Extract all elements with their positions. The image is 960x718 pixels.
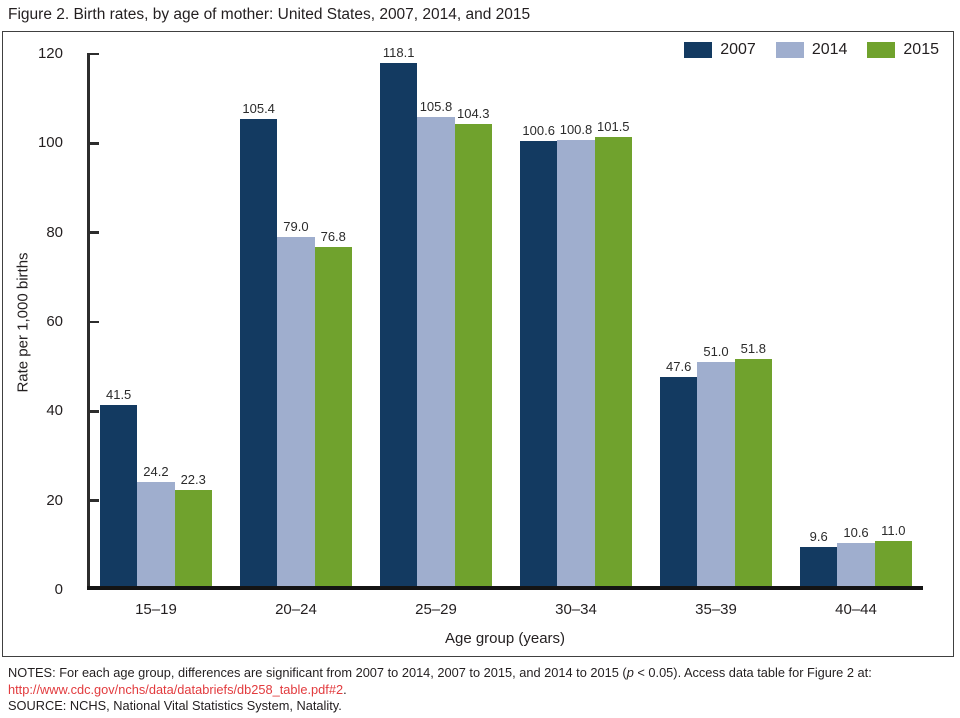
bars-row: 41.5 24.2 22.3 15–19 105.4 79.0 76.8 20–24 118.1…	[87, 45, 923, 618]
source-line: SOURCE: NCHS, National Vital Statistics …	[8, 698, 342, 713]
legend-swatch-2014	[775, 42, 804, 58]
bar-2007: 118.1	[380, 45, 418, 590]
bar-value-label: 51.0	[703, 344, 729, 360]
bar-value-label: 11.0	[881, 522, 906, 538]
bar-value-label: 76.8	[320, 228, 346, 244]
legend-swatch-2015	[867, 42, 896, 58]
y-tick-label: 20	[46, 491, 63, 509]
legend-item-2014: 2014	[775, 41, 848, 59]
bar-value-label: 105.8	[419, 99, 453, 115]
bar-2007: 100.6	[520, 123, 558, 590]
legend-label-2014: 2014	[811, 41, 848, 58]
bar-value-label: 104.3	[456, 106, 490, 122]
x-category-label: 30–34	[555, 601, 597, 618]
bar-value-label: 100.8	[559, 121, 593, 137]
y-tick-label: 60	[46, 313, 63, 330]
bar-value-label: 41.5	[105, 386, 132, 402]
bar-2015: 11.0	[874, 523, 912, 590]
bar-value-label: 101.5	[597, 118, 630, 134]
chart-frame: 2007 2014 2015 Rate per 1,000 births 0 20…	[2, 31, 954, 657]
bar-2007: 9.6	[800, 529, 838, 590]
bar-2014: 105.8	[417, 99, 455, 590]
bar-2007: 41.5	[100, 387, 138, 590]
x-category-label: 25–29	[415, 601, 457, 618]
bar-group-35–39: 47.6 51.0 51.8 35–39	[660, 341, 772, 618]
data-table-link[interactable]: http://www.cdc.gov/nchs/data/databriefs/…	[8, 681, 344, 697]
notes-text-prefix: NOTES: For each age group, differences a…	[8, 665, 627, 680]
notes: NOTES: For each age group, differences a…	[8, 665, 956, 715]
y-tick-label: 120	[37, 45, 63, 62]
bar-2014: 100.8	[557, 122, 595, 590]
bar-value-label: 105.4	[242, 101, 275, 117]
y-tick-mark	[87, 410, 99, 413]
legend-item-2007: 2007	[684, 41, 756, 59]
bar-2014: 79.0	[277, 219, 315, 590]
bar-2014: 51.0	[697, 344, 735, 590]
y-tick-label: 80	[46, 223, 63, 241]
bar-group-20–24: 105.4 79.0 76.8 20–24	[240, 101, 352, 618]
x-category-label: 40–44	[835, 601, 877, 618]
bar-2015: 22.3	[174, 472, 212, 590]
y-tick-mark	[87, 231, 99, 234]
y-tick-label: 40	[46, 402, 63, 420]
legend-label-2007: 2007	[720, 41, 756, 58]
bar-2014: 10.6	[837, 525, 875, 590]
bar-value-label: 100.6	[522, 122, 555, 138]
bar-2007: 105.4	[240, 101, 278, 590]
y-tick-label: 100	[37, 134, 63, 152]
bar-value-label: 22.3	[180, 472, 206, 488]
legend-item-2015: 2015	[867, 41, 939, 59]
y-tick-label: 0	[54, 581, 63, 598]
y-tick-mark	[87, 52, 99, 56]
notes-p-italic: p	[626, 665, 634, 680]
legend: 2007 2014 2015	[684, 41, 939, 59]
bar-value-label: 10.6	[843, 524, 869, 540]
notes-link-line: http://www.cdc.gov/nchs/data/databriefs/…	[8, 682, 956, 699]
notes-line: NOTES: For each age group, differences a…	[8, 665, 956, 682]
bar-2015: 101.5	[594, 119, 632, 590]
y-tick-mark	[87, 142, 99, 145]
x-category-label: 20–24	[275, 601, 317, 618]
figure-title: Figure 2. Birth rates, by age of mother:…	[8, 6, 531, 23]
bar-value-label: 9.6	[809, 529, 828, 545]
bar-2015: 76.8	[314, 229, 352, 590]
y-tick-labels: 0 20 40 60 80 100 120	[25, 45, 73, 598]
x-axis-title: Age group (years)	[444, 630, 566, 647]
bar-value-label: 118.1	[382, 44, 415, 60]
legend-swatch-2007	[684, 42, 713, 58]
notes-text-suffix: < 0.05). Access data table for Figure 2 …	[633, 665, 872, 680]
bar-value-label: 51.8	[740, 340, 766, 356]
bar-group-30–34: 100.6 100.8 101.5 30–34	[520, 119, 632, 618]
bar-value-label: 79.0	[283, 219, 309, 235]
bar-2015: 51.8	[734, 341, 772, 590]
bar-2015: 104.3	[454, 106, 492, 590]
bar-2014: 24.2	[137, 464, 175, 590]
y-tick-mark	[87, 499, 99, 502]
plot-area: Rate per 1,000 births 0 20 40 60 80 100 120 41…	[15, 45, 923, 647]
bar-group-15–19: 41.5 24.2 22.3 15–19	[100, 387, 212, 618]
bar-group-25–29: 118.1 105.8 104.3 25–29	[380, 45, 492, 618]
bar-value-label: 24.2	[143, 463, 169, 479]
x-category-label: 15–19	[135, 601, 177, 618]
link-trailing-period: .	[343, 681, 347, 697]
bar-2007: 47.6	[660, 359, 698, 590]
x-axis-line	[87, 586, 923, 590]
bar-group-40–44: 9.6 10.6 11.0 40–44	[800, 523, 912, 618]
y-tick-mark	[87, 320, 99, 324]
bar-value-label: 47.6	[666, 359, 692, 375]
x-category-label: 35–39	[695, 601, 737, 618]
legend-label-2015: 2015	[903, 41, 939, 58]
